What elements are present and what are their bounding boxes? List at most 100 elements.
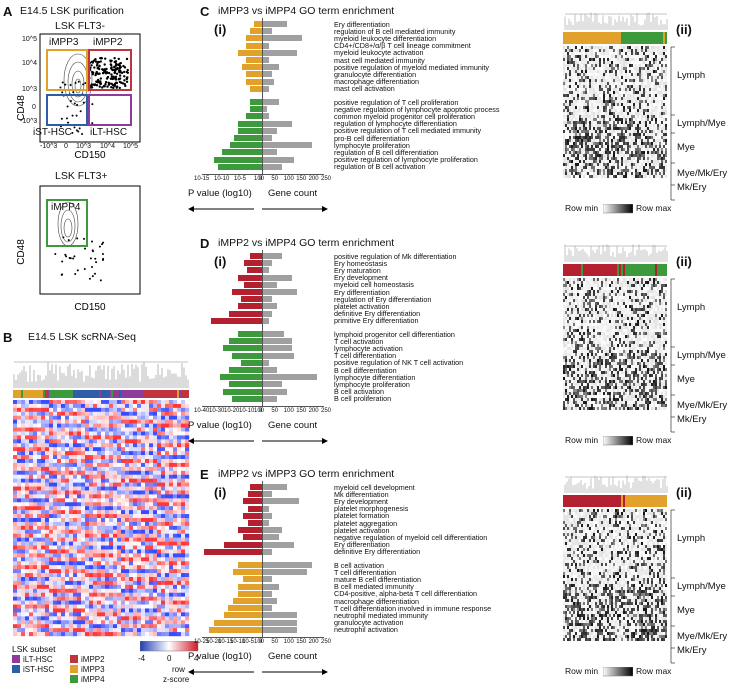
heatmap-colorbar-cell bbox=[655, 32, 657, 44]
heatmap-cell bbox=[607, 70, 609, 73]
heatmap-colorbar-cell bbox=[577, 32, 579, 44]
heatmap-cell bbox=[623, 88, 625, 91]
heatmap-cell bbox=[593, 97, 595, 100]
heatmap-cell bbox=[619, 136, 621, 139]
heatmap-cell bbox=[615, 94, 617, 97]
heatmap-cell bbox=[655, 124, 657, 127]
heatmap-cell bbox=[611, 103, 613, 106]
gene-count-bar bbox=[262, 135, 272, 141]
heatmap-cell bbox=[573, 73, 575, 76]
heatmap-cell bbox=[623, 127, 625, 130]
heatmap-cell bbox=[573, 67, 575, 70]
heatmap-cell bbox=[623, 100, 625, 103]
heatmap-cell bbox=[585, 55, 587, 58]
heatmap-cell bbox=[649, 82, 651, 85]
heatmap-cell bbox=[643, 76, 645, 79]
heatmap-cell bbox=[659, 133, 661, 136]
heatmap-cell bbox=[651, 76, 653, 79]
heatmap-cell bbox=[611, 100, 613, 103]
heatmap-cell bbox=[581, 142, 583, 145]
heatmap-cell bbox=[603, 127, 605, 130]
heatmap-cell bbox=[645, 118, 647, 121]
pvalue-bar bbox=[242, 64, 262, 70]
heatmap-cell bbox=[597, 52, 599, 55]
heatmap-cell bbox=[599, 85, 601, 88]
heatmap-cell bbox=[617, 121, 619, 124]
heatmap-cell bbox=[657, 136, 659, 139]
heatmap-cell bbox=[607, 103, 609, 106]
heatmap-cell bbox=[579, 106, 581, 109]
heatmap-cell bbox=[609, 115, 611, 118]
heatmap-cell bbox=[639, 115, 641, 118]
heatmap-cell bbox=[655, 106, 657, 109]
heatmap-cell bbox=[589, 142, 591, 145]
heatmap-cell bbox=[601, 85, 603, 88]
heatmap-cell bbox=[659, 112, 661, 115]
heatmap-cell bbox=[665, 94, 667, 97]
heatmap-cell bbox=[655, 88, 657, 91]
axis-direction-arrows bbox=[188, 204, 328, 214]
heatmap-cell bbox=[651, 88, 653, 91]
heatmap-cell bbox=[577, 55, 579, 58]
heatmap-cell bbox=[575, 64, 577, 67]
heatmap-cell bbox=[597, 127, 599, 130]
heatmap-cell bbox=[639, 106, 641, 109]
heatmap-cell bbox=[625, 133, 627, 136]
heatmap-cell bbox=[621, 127, 623, 130]
heatmap-cell bbox=[573, 88, 575, 91]
heatmap-cell bbox=[649, 115, 651, 118]
heatmap-cell bbox=[567, 76, 569, 79]
heatmap-cell bbox=[589, 112, 591, 115]
count-tick-label: 250 bbox=[321, 176, 331, 182]
heatmap-cell bbox=[633, 64, 635, 67]
heatmap-cell bbox=[643, 112, 645, 115]
heatmap-cell bbox=[581, 136, 583, 139]
heatmap-cell bbox=[639, 61, 641, 64]
heatmap-cell bbox=[623, 124, 625, 127]
heatmap-cell bbox=[573, 64, 575, 67]
heatmap-cell bbox=[635, 94, 637, 97]
heatmap-cell bbox=[633, 61, 635, 64]
heatmap-cell bbox=[599, 82, 601, 85]
heatmap-cell bbox=[589, 46, 591, 49]
heatmap-cell bbox=[577, 58, 579, 61]
heatmap-cell bbox=[629, 94, 631, 97]
heatmap-cell bbox=[619, 127, 621, 130]
heatmap-cell bbox=[661, 94, 663, 97]
heatmap-cell bbox=[577, 130, 579, 133]
heatmap-cell bbox=[565, 64, 567, 67]
heatmap-cell bbox=[629, 127, 631, 130]
heatmap-cell bbox=[621, 73, 623, 76]
heatmap-cell bbox=[563, 64, 565, 67]
heatmap-cell bbox=[655, 115, 657, 118]
heatmap-cell bbox=[659, 127, 661, 130]
heatmap-cell bbox=[579, 94, 581, 97]
gene-count-bar bbox=[262, 128, 277, 134]
heatmap-cell bbox=[617, 115, 619, 118]
heatmap-cell bbox=[581, 55, 583, 58]
heatmap-cell bbox=[609, 100, 611, 103]
gene-count-bar bbox=[262, 35, 302, 41]
heatmap-cell bbox=[649, 85, 651, 88]
heatmap-cell bbox=[577, 121, 579, 124]
heatmap-cell bbox=[605, 88, 607, 91]
heatmap-cell bbox=[625, 52, 627, 55]
heatmap-cell bbox=[629, 49, 631, 52]
heatmap-cell bbox=[623, 73, 625, 76]
heatmap-cell bbox=[639, 139, 641, 142]
heatmap-cell bbox=[581, 118, 583, 121]
heatmap-cell bbox=[587, 70, 589, 73]
heatmap-cell bbox=[635, 124, 637, 127]
heatmap-cell bbox=[579, 136, 581, 139]
heatmap-cell bbox=[583, 121, 585, 124]
heatmap-cell bbox=[643, 73, 645, 76]
heatmap-cell bbox=[579, 142, 581, 145]
gene-count-bar bbox=[262, 50, 297, 56]
heatmap-cell bbox=[613, 103, 615, 106]
heatmap-cell bbox=[657, 82, 659, 85]
heatmap-cell bbox=[565, 88, 567, 91]
heatmap-cell bbox=[611, 97, 613, 100]
heatmap-cell bbox=[595, 103, 597, 106]
heatmap-cell bbox=[649, 139, 651, 142]
heatmap-cell bbox=[565, 109, 567, 112]
